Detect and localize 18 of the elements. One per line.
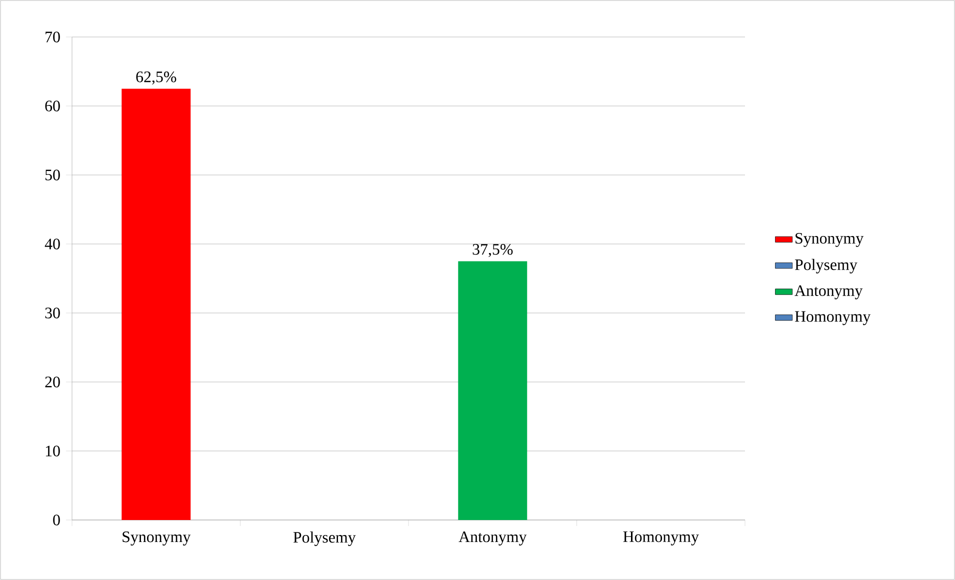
y-tick-label: 20 — [45, 376, 60, 388]
legend-label: Homonymy — [794, 311, 871, 326]
y-tick-label: 10 — [46, 446, 60, 456]
legend-label: Antonymy — [794, 285, 863, 300]
y-tick-label: 50 — [45, 170, 60, 180]
legend-label: Synonymy — [796, 232, 864, 247]
y-tick-label: 60 — [45, 100, 60, 112]
y-tick-label: 0 — [53, 514, 60, 526]
data-label: 37,5% — [472, 244, 513, 258]
y-tick-label: 70 — [46, 32, 60, 42]
x-tick-label: Antonymy — [458, 532, 527, 546]
data-label: 62,5% — [136, 71, 176, 85]
x-tick-label: Synonymy — [122, 532, 191, 546]
y-tick-label: 40 — [44, 238, 60, 250]
legend-label: Polysemy — [794, 258, 858, 274]
y-tick-label: 30 — [45, 308, 60, 318]
x-tick-label: Homonymy — [623, 531, 699, 546]
x-tick-label: Polysemy — [293, 531, 356, 546]
